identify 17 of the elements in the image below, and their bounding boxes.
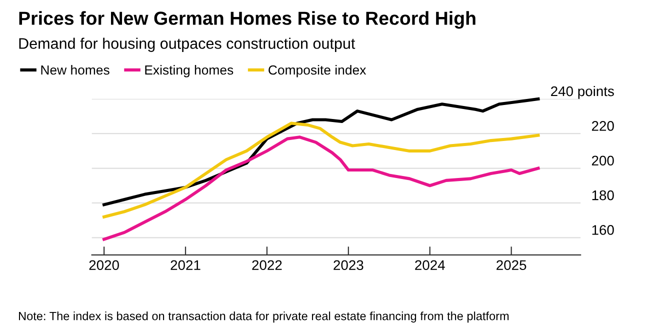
y-tick-label: 200 — [592, 156, 614, 166]
x-tick-label: 2020 — [89, 260, 119, 270]
chart-title: Prices for New German Homes Rise to Record High — [19, 11, 476, 29]
x-tick-label: 2022 — [252, 260, 282, 270]
y-tick-label: 160 — [592, 225, 614, 235]
y-tick-label: 220 — [592, 121, 614, 131]
text: Note: The index is based on transaction data for private real estate financing from the platform — [19, 312, 509, 323]
x-tick-label: 2023 — [334, 260, 364, 270]
x-tick-label: 2021 — [170, 260, 200, 270]
y-tick-label: 240 points — [551, 86, 614, 99]
x-tick-label: 2024 — [415, 260, 445, 270]
chart-subtitle: Demand for housing outpaces construction output — [19, 38, 356, 52]
legend-label: Composite index — [268, 64, 366, 78]
y-tick-label: 180 — [592, 190, 614, 200]
legend-label: Existing homes — [145, 64, 234, 78]
legend-label: New homes — [41, 64, 110, 75]
x-tick-label: 2025 — [496, 260, 526, 270]
